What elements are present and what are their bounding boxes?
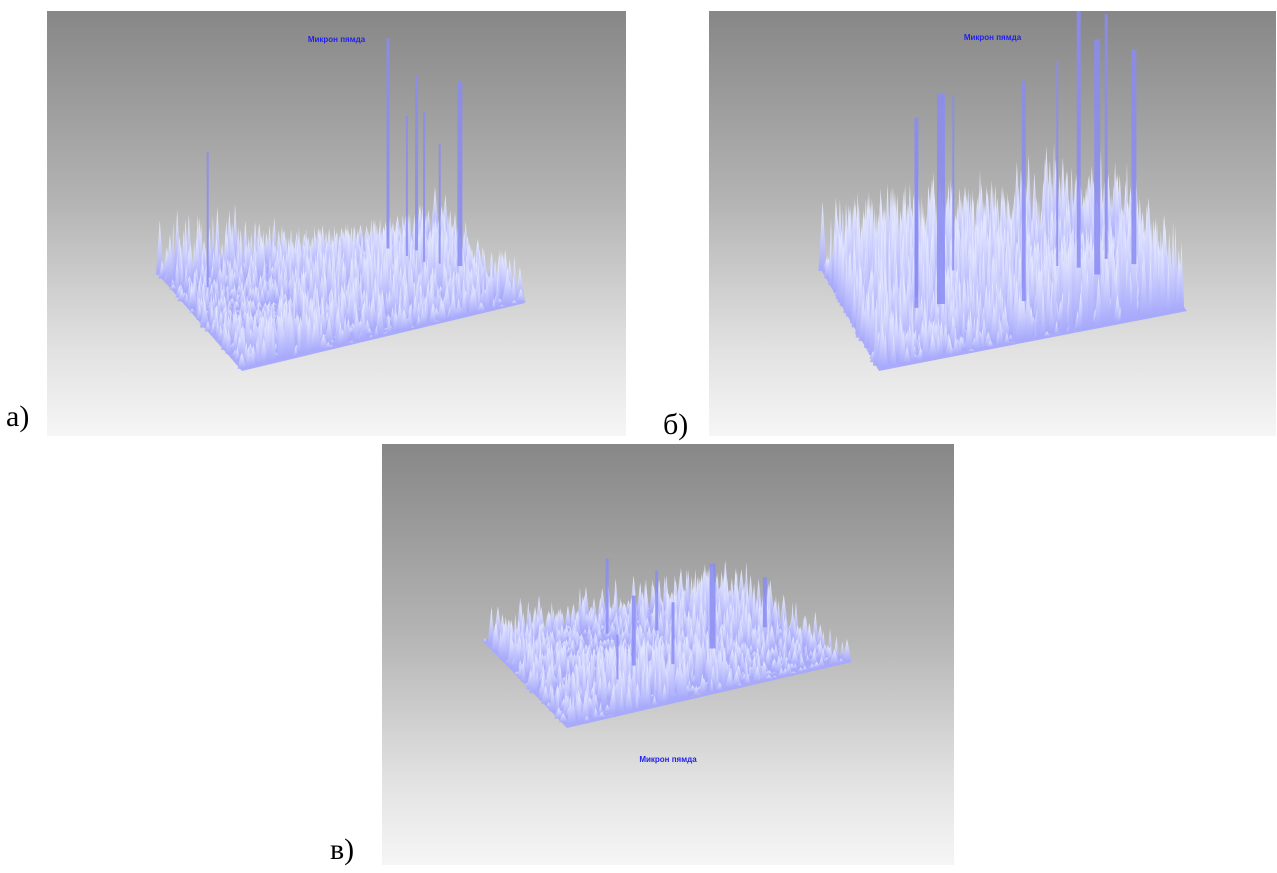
surface-plot-c: Микрон пямда [382, 444, 954, 865]
surface-plot-b: Микрон пямда [709, 11, 1276, 436]
surface-render-b [816, 11, 1187, 371]
surface-render-c [482, 558, 852, 728]
figure-label-b: б) [663, 408, 689, 441]
surface-plot-a: Микрон пямда [47, 11, 626, 436]
figure-label-a: а) [6, 400, 30, 433]
surface-render-a [155, 38, 526, 371]
plot-title-c: Микрон пямда [639, 755, 697, 764]
plot-title-a: Микрон пямда [307, 35, 366, 44]
figure-label-c: в) [330, 833, 355, 866]
plot-title-b: Микрон пямда [963, 33, 1022, 42]
